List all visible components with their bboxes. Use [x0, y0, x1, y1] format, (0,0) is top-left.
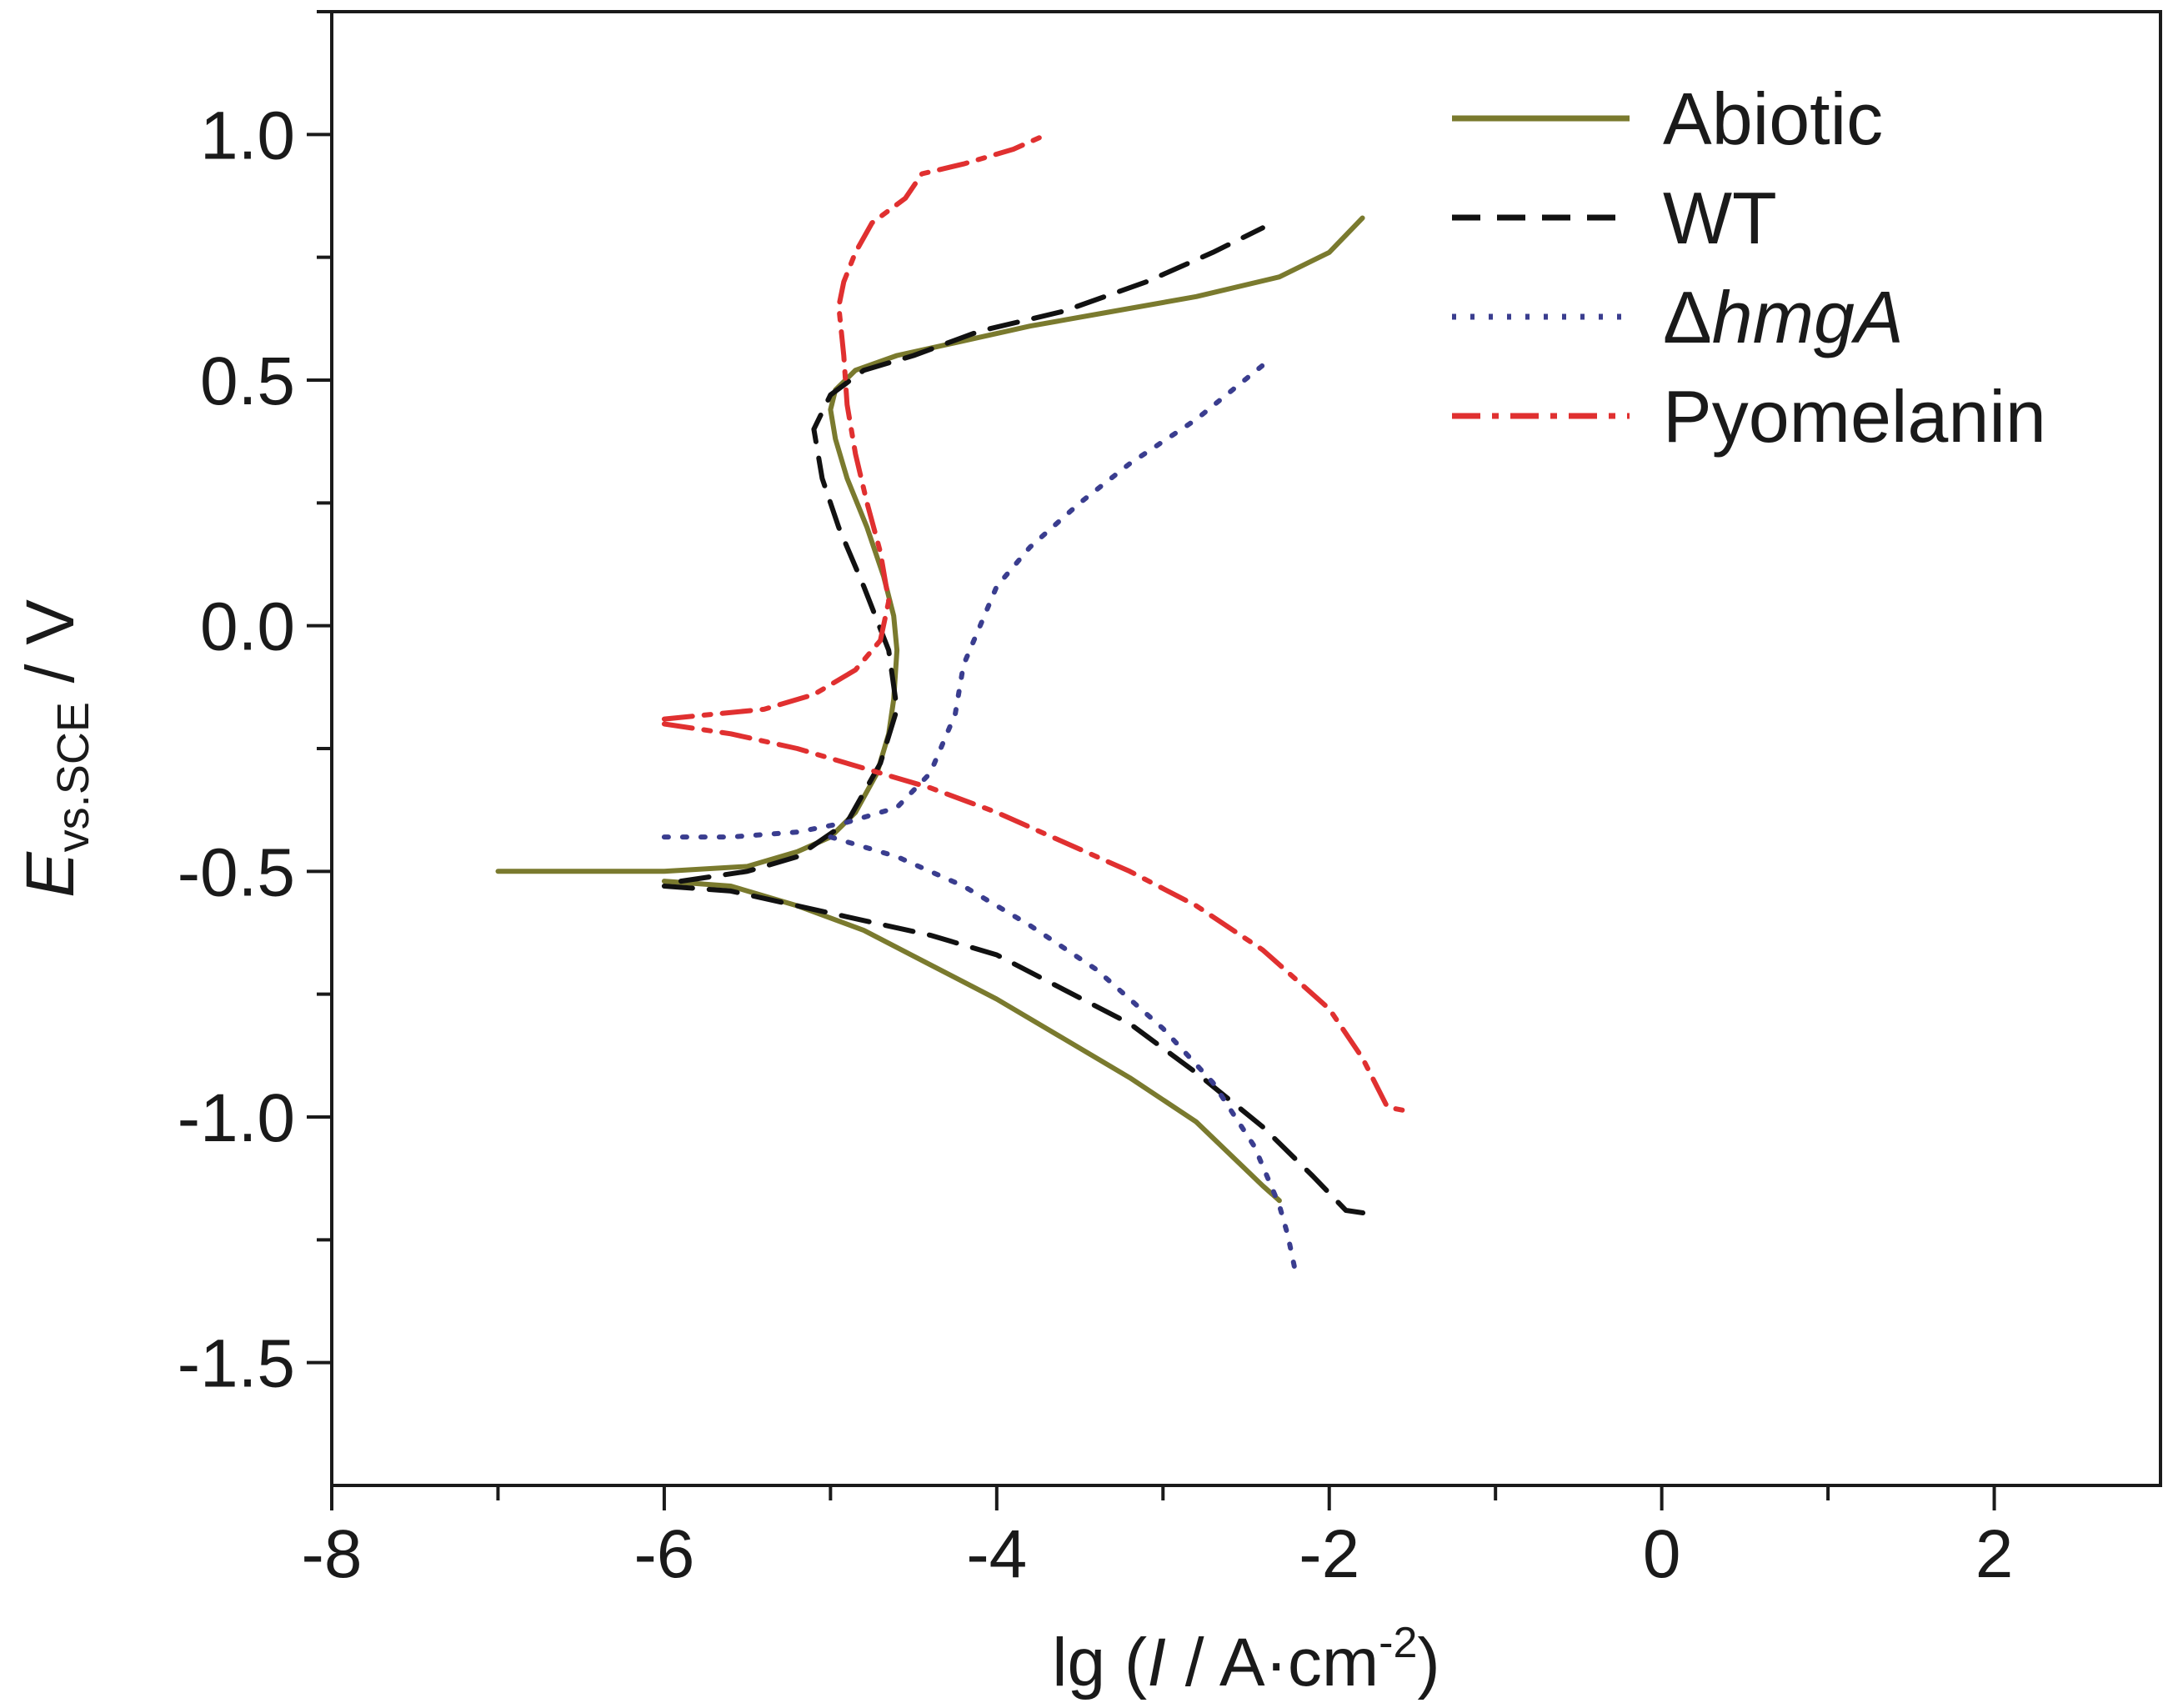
- y-axis-label-subscript: vs.SCE: [48, 702, 98, 852]
- legend-label-wt: WT: [1663, 177, 1777, 259]
- x-axis-label-italic: I: [1147, 1625, 1166, 1700]
- legend: Abiotic WT ΔhmgA Pyomelanin: [1452, 78, 2046, 458]
- legend-label-delta: Δ: [1663, 276, 1712, 358]
- series-line-hmga-anodic: [661, 363, 1265, 840]
- legend-label-pyomelanin: Pyomelanin: [1663, 375, 2046, 458]
- series-line-pyomelanin-cathodic: [661, 721, 1415, 1115]
- series-line-wt-cathodic: [661, 884, 1382, 1218]
- y-axis-label-italic: E: [13, 851, 88, 898]
- series-line-hmga-cathodic: [828, 834, 1299, 1277]
- data-curves: [495, 132, 1415, 1277]
- y-tick-label: -1.5: [178, 1326, 295, 1402]
- x-tick-label: -2: [1299, 1516, 1359, 1592]
- y-tick-label: -0.5: [178, 834, 295, 910]
- x-tick-label: 0: [1643, 1516, 1681, 1592]
- x-axis-label-unit: / A·cm: [1166, 1625, 1379, 1700]
- x-axis-label-suffix: ): [1417, 1625, 1439, 1700]
- x-tick-label: -6: [633, 1516, 694, 1592]
- y-tick-label: 1.0: [200, 98, 295, 173]
- legend-label-abiotic: Abiotic: [1663, 78, 1883, 160]
- x-tick-label: -8: [302, 1516, 363, 1592]
- x-tick-label: -4: [966, 1516, 1027, 1592]
- x-axis-label-superscript: -2: [1379, 1619, 1417, 1667]
- y-tick-label: -1.0: [178, 1080, 295, 1156]
- y-tick-label: 0.0: [200, 589, 295, 665]
- series-line-pyomelanin-anodic: [661, 132, 1049, 722]
- x-axis-label-prefix: lg (: [1052, 1625, 1147, 1700]
- x-tick-label: 2: [1975, 1516, 2014, 1592]
- y-axis-label: Evs.SCE / V: [13, 599, 98, 898]
- y-tick-label: 0.5: [200, 343, 295, 419]
- axis-ticks: -8 -6 -4 -2 0 2 1.0 0.5 0.0 -0.5 -1.0 -1.5: [178, 10, 2014, 1592]
- y-axis-label-suffix: / V: [13, 599, 88, 702]
- legend-label-hmga: ΔhmgA: [1663, 276, 1904, 358]
- legend-label-italic: hmgA: [1712, 276, 1904, 358]
- x-axis-label: lg (I / A·cm-2): [1052, 1619, 1439, 1700]
